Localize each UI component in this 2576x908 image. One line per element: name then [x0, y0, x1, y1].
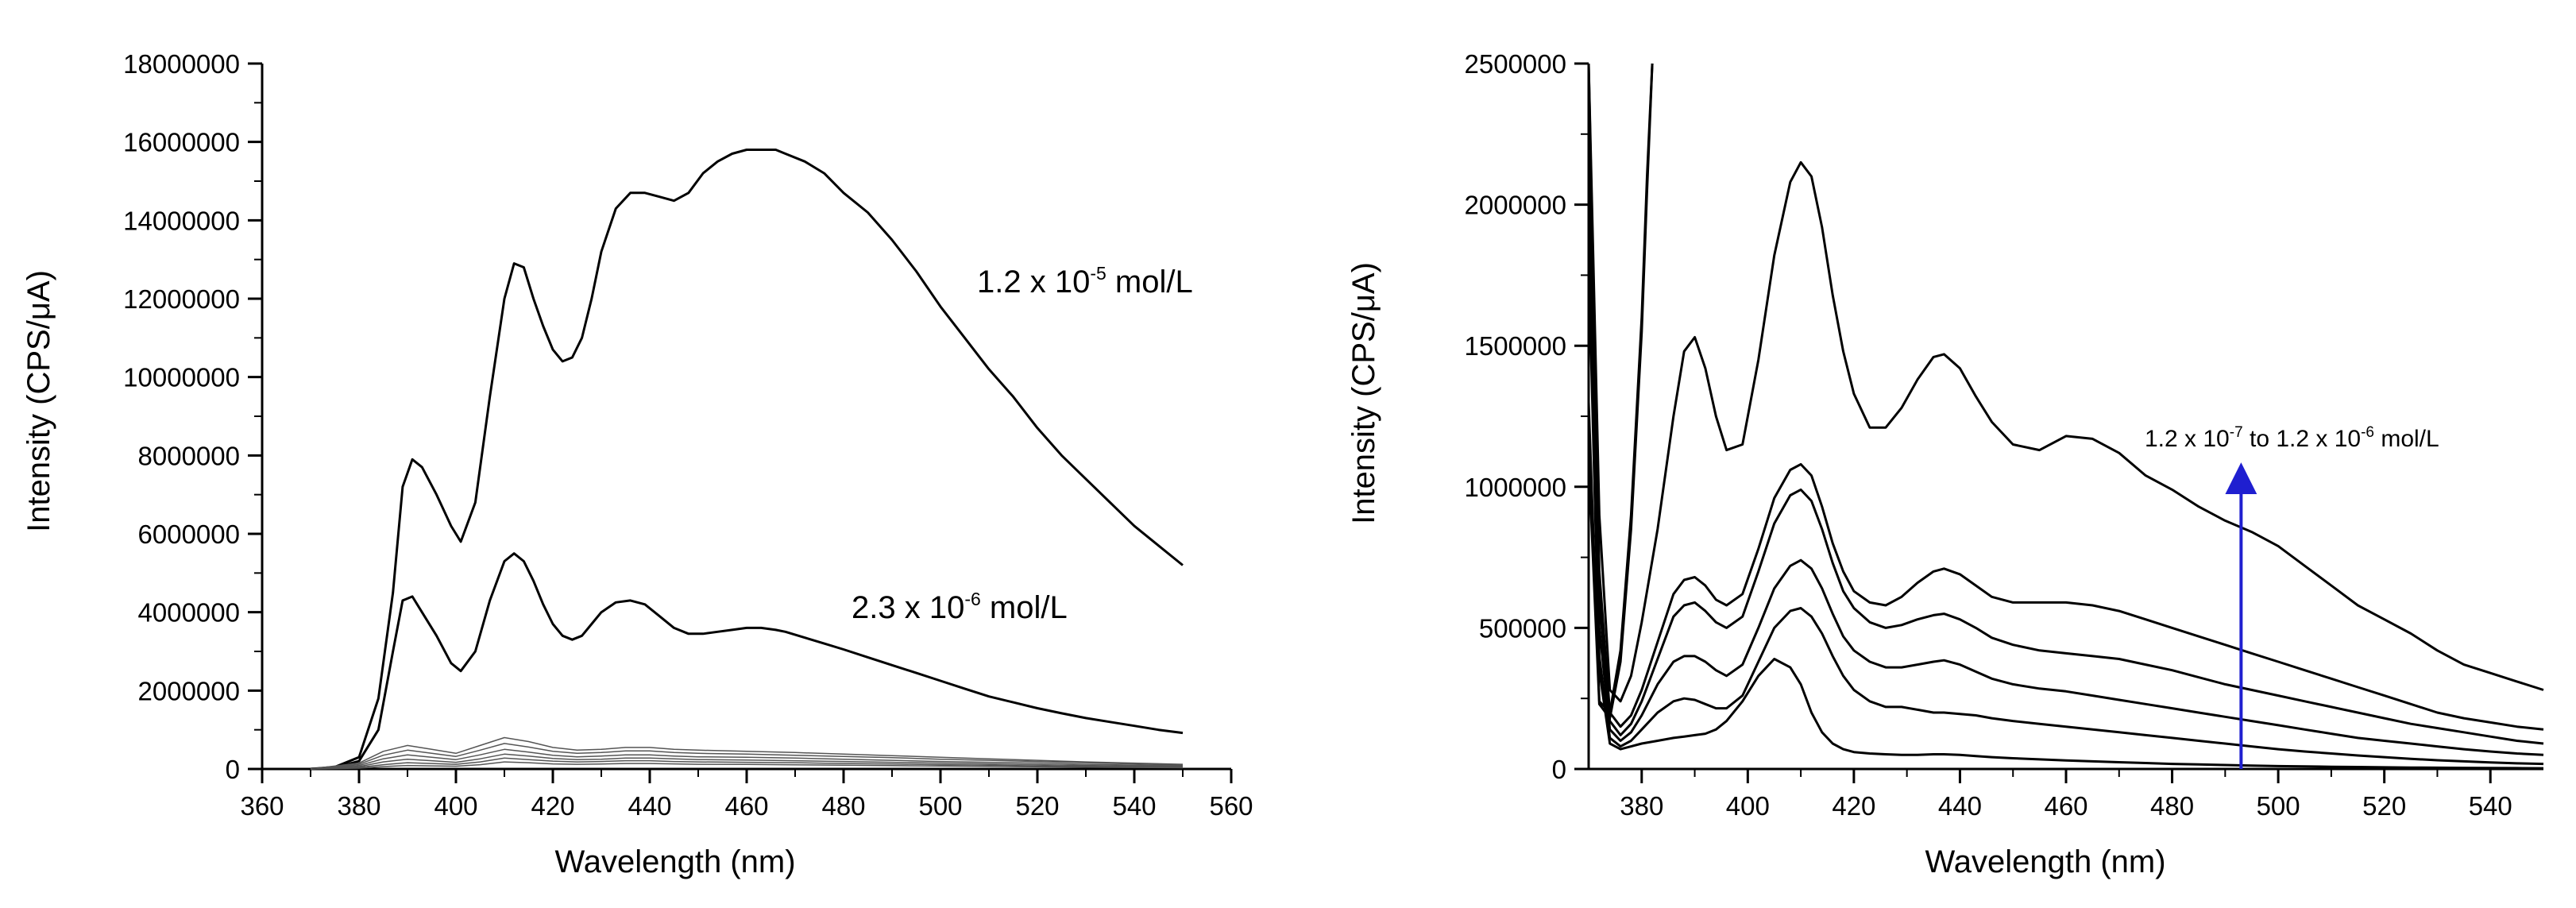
- x-tick-label: 360: [240, 791, 284, 821]
- right-series: [1587, 63, 2544, 770]
- right-axes: 380 400 420 440 460 480 500 520 540 0 500000 100000…: [1465, 49, 2543, 821]
- right-y-axis-label: Intensity (CPS/μA): [1346, 262, 1381, 524]
- left-annotation-2: 2.3 x 10-6 mol/L: [852, 589, 1068, 625]
- x-tick-label: 420: [1832, 791, 1875, 821]
- series-line-excitation-edge-2: [1587, 63, 1654, 720]
- right-annotation: 1.2 x 10-7 to 1.2 x 10-6 mol/L: [2145, 424, 2439, 452]
- x-tick-label: 500: [918, 791, 962, 821]
- x-tick-label: 480: [2150, 791, 2194, 821]
- right-x-axis-label: Wavelength (nm): [1925, 844, 2165, 879]
- x-tick-label: 560: [1209, 791, 1253, 821]
- y-tick-label: 16000000: [123, 128, 240, 157]
- y-tick-label: 0: [226, 755, 240, 784]
- left-annotation-1: 1.2 x 10-5 mol/L: [977, 263, 1193, 299]
- y-tick-label: 2000000: [1465, 191, 1566, 220]
- left-x-axis-label: Wavelength (nm): [554, 844, 795, 879]
- left-axes: 360 380 400 420 440 460 480 500 520 540 560 0 200000…: [123, 49, 1253, 821]
- x-tick-label: 400: [1726, 791, 1770, 821]
- left-series: [310, 149, 1184, 771]
- x-tick-label: 480: [821, 791, 865, 821]
- y-tick-label: 8000000: [138, 441, 240, 470]
- series-line-lower-6: [310, 761, 1184, 770]
- series-line-2-3-x-10-6-mol-l: [310, 552, 1184, 771]
- chart-right: 380 400 420 440 460 480 500 520 540 0 500000 100000…: [1346, 49, 2544, 879]
- x-tick-label: 380: [337, 791, 380, 821]
- y-tick-label: 12000000: [123, 284, 240, 314]
- y-tick-label: 4000000: [138, 598, 240, 628]
- series-line-lower-4: [310, 753, 1184, 770]
- x-tick-label: 540: [2469, 791, 2512, 821]
- y-tick-label: 1000000: [1465, 473, 1566, 502]
- series-line-lower-2: [310, 743, 1184, 770]
- x-tick-label: 460: [2044, 791, 2087, 821]
- y-tick-label: 1500000: [1465, 331, 1566, 361]
- x-tick-label: 500: [2257, 791, 2300, 821]
- series-line-1-2-x-10-6-mol-l: [1587, 63, 2544, 703]
- series-line-c1: [1587, 261, 2544, 770]
- x-tick-label: 440: [1938, 791, 1982, 821]
- series-line-lower-1: [310, 736, 1184, 770]
- series-line-c2: [1587, 204, 2544, 766]
- x-tick-label: 400: [434, 791, 477, 821]
- x-tick-label: 440: [628, 791, 671, 821]
- y-tick-label: 2500000: [1465, 49, 1566, 79]
- x-tick-label: 380: [1620, 791, 1663, 821]
- y-tick-label: 6000000: [138, 520, 240, 549]
- x-tick-label: 420: [531, 791, 574, 821]
- series-line-c5: [1587, 63, 2544, 731]
- y-tick-label: 2000000: [138, 676, 240, 705]
- y-tick-label: 14000000: [123, 206, 240, 235]
- x-tick-label: 520: [1015, 791, 1059, 821]
- x-tick-label: 520: [2362, 791, 2406, 821]
- y-tick-label: 500000: [1479, 613, 1566, 643]
- x-tick-label: 540: [1112, 791, 1156, 821]
- series-line-c4: [1587, 91, 2544, 745]
- series-line-c3: [1587, 148, 2544, 756]
- series-line-1-2-x-10-5-mol-l: [310, 149, 1184, 771]
- y-tick-label: 18000000: [123, 49, 240, 79]
- chart-left: 360 380 400 420 440 460 480 500 520 540 560 0 200000…: [21, 49, 1253, 879]
- x-tick-label: 460: [724, 791, 768, 821]
- series-line-lower-5: [310, 757, 1184, 770]
- y-tick-label: 0: [1552, 755, 1566, 784]
- y-tick-label: 10000000: [123, 363, 240, 392]
- series-line-lower-3: [310, 748, 1184, 770]
- left-y-axis-label: Intensity (CPS/μA): [21, 270, 56, 532]
